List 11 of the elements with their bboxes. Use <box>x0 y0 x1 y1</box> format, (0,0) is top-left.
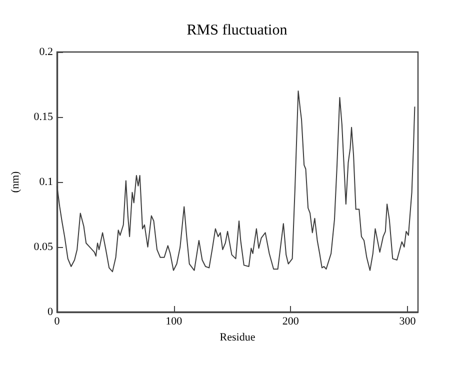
chart-title: RMS fluctuation <box>186 22 288 38</box>
y-tick-label: 0.2 <box>39 46 53 58</box>
x-tick-label: 200 <box>282 316 300 328</box>
x-axis-title: Residue <box>220 331 256 344</box>
y-tick-label: 0.1 <box>39 176 53 188</box>
y-axis-title: (nm) <box>10 170 22 193</box>
x-tick-label: 100 <box>166 316 183 328</box>
y-tick-label: 0.15 <box>34 111 54 123</box>
y-tick-label: 0 <box>48 306 54 318</box>
x-tick-label: 300 <box>399 316 416 328</box>
y-tick-label: 0.05 <box>34 241 54 253</box>
